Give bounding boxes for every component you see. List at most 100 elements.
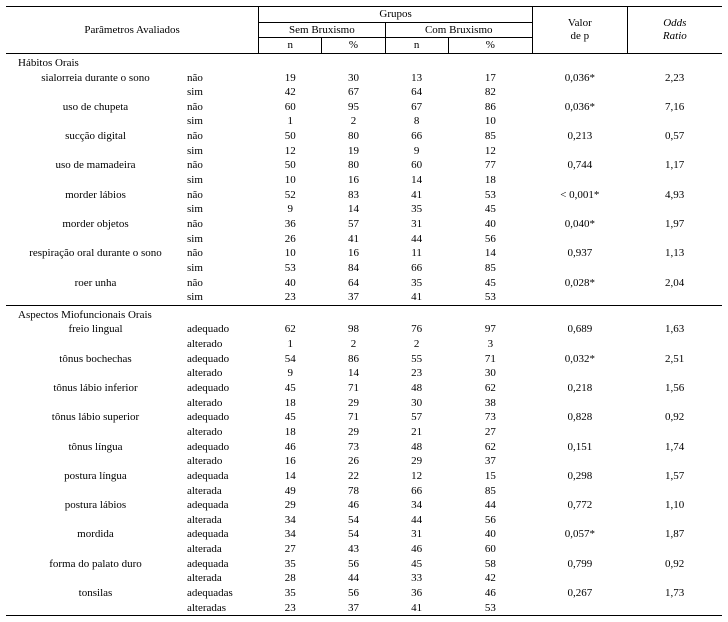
cell-p2: 85 xyxy=(448,261,532,276)
cell-p1: 71 xyxy=(322,381,385,396)
table-row: tônus línguaadequado467348620,1511,74 xyxy=(6,440,722,455)
cell-odds: 4,93 xyxy=(627,188,722,203)
cell-pvalue xyxy=(532,425,627,440)
cell-odds: 1,73 xyxy=(627,586,722,601)
cell-n2: 36 xyxy=(385,586,448,601)
cell-option: sim xyxy=(185,85,259,100)
cell-p2: 17 xyxy=(448,71,532,86)
cell-n1: 18 xyxy=(259,425,322,440)
cell-pvalue: 0,689 xyxy=(532,322,627,337)
cell-param xyxy=(6,290,185,305)
table-row: mordidaadequada345431400,057*1,87 xyxy=(6,527,722,542)
table-row: tonsilasadequadas355636460,2671,73 xyxy=(6,586,722,601)
cell-pvalue: 0,057* xyxy=(532,527,627,542)
cell-n2: 41 xyxy=(385,601,448,616)
cell-n1: 49 xyxy=(259,484,322,499)
table-row: alterado18292127 xyxy=(6,425,722,440)
cell-p2: 77 xyxy=(448,158,532,173)
cell-pvalue: 0,028* xyxy=(532,276,627,291)
cell-odds: 1,56 xyxy=(627,381,722,396)
cell-param xyxy=(6,571,185,586)
cell-p1: 2 xyxy=(322,114,385,129)
cell-p2: 82 xyxy=(448,85,532,100)
table-row: alterada28443342 xyxy=(6,571,722,586)
cell-p2: 30 xyxy=(448,366,532,381)
hdr-valor-p-l1: Valor xyxy=(568,17,592,29)
cell-option: sim xyxy=(185,114,259,129)
cell-param xyxy=(6,484,185,499)
hdr-n2: n xyxy=(385,38,448,54)
hdr-p2: % xyxy=(448,38,532,54)
hdr-valor-p: Valor de p xyxy=(532,7,627,54)
cell-param: sucção digital xyxy=(6,129,185,144)
cell-option: adequado xyxy=(185,322,259,337)
cell-odds: 1,87 xyxy=(627,527,722,542)
cell-n2: 21 xyxy=(385,425,448,440)
cell-p1: 78 xyxy=(322,484,385,499)
cell-odds: 0,57 xyxy=(627,129,722,144)
cell-p2: 53 xyxy=(448,188,532,203)
cell-n1: 50 xyxy=(259,158,322,173)
table-row: alterado16262937 xyxy=(6,454,722,469)
cell-pvalue: 0,036* xyxy=(532,71,627,86)
cell-p2: 45 xyxy=(448,276,532,291)
cell-option: sim xyxy=(185,144,259,159)
cell-pvalue xyxy=(532,366,627,381)
cell-odds: 1,74 xyxy=(627,440,722,455)
cell-p1: 80 xyxy=(322,158,385,173)
hdr-grupos: Grupos xyxy=(259,7,533,23)
cell-p1: 71 xyxy=(322,410,385,425)
table-row: alterada34544456 xyxy=(6,513,722,528)
cell-pvalue xyxy=(532,542,627,557)
cell-p2: 38 xyxy=(448,396,532,411)
cell-n2: 2 xyxy=(385,337,448,352)
cell-param xyxy=(6,454,185,469)
cell-n1: 10 xyxy=(259,246,322,261)
cell-p1: 80 xyxy=(322,129,385,144)
cell-odds: 0,92 xyxy=(627,410,722,425)
cell-option: adequada xyxy=(185,527,259,542)
cell-odds: 1,17 xyxy=(627,158,722,173)
cell-n2: 12 xyxy=(385,469,448,484)
cell-n1: 34 xyxy=(259,513,322,528)
table-row: roer unhanão406435450,028*2,04 xyxy=(6,276,722,291)
cell-n2: 64 xyxy=(385,85,448,100)
cell-n2: 48 xyxy=(385,440,448,455)
cell-option: alterado xyxy=(185,454,259,469)
cell-p2: 40 xyxy=(448,217,532,232)
cell-param xyxy=(6,173,185,188)
cell-option: não xyxy=(185,129,259,144)
cell-pvalue xyxy=(532,85,627,100)
cell-odds xyxy=(627,261,722,276)
cell-p1: 14 xyxy=(322,202,385,217)
cell-p1: 29 xyxy=(322,396,385,411)
cell-n1: 54 xyxy=(259,352,322,367)
cell-option: alterada xyxy=(185,484,259,499)
hdr-com: Com Bruxismo xyxy=(385,22,532,38)
cell-n2: 11 xyxy=(385,246,448,261)
cell-pvalue: 0,032* xyxy=(532,352,627,367)
cell-n2: 66 xyxy=(385,261,448,276)
cell-option: adequado xyxy=(185,352,259,367)
cell-p1: 64 xyxy=(322,276,385,291)
cell-param xyxy=(6,366,185,381)
table-row: sim9143545 xyxy=(6,202,722,217)
cell-param xyxy=(6,144,185,159)
cell-p2: 71 xyxy=(448,352,532,367)
cell-p2: 27 xyxy=(448,425,532,440)
cell-param xyxy=(6,513,185,528)
table-row: morder lábiosnão52834153< 0,001*4,93 xyxy=(6,188,722,203)
table-row: sucção digitalnão508066850,2130,57 xyxy=(6,129,722,144)
cell-param: respiração oral durante o sono xyxy=(6,246,185,261)
cell-p2: 45 xyxy=(448,202,532,217)
cell-option: adequadas xyxy=(185,586,259,601)
cell-pvalue xyxy=(532,173,627,188)
cell-param xyxy=(6,114,185,129)
cell-n2: 29 xyxy=(385,454,448,469)
cell-odds xyxy=(627,366,722,381)
cell-n1: 1 xyxy=(259,114,322,129)
cell-param: tônus lábio superior xyxy=(6,410,185,425)
cell-n1: 9 xyxy=(259,202,322,217)
cell-n1: 62 xyxy=(259,322,322,337)
cell-odds xyxy=(627,290,722,305)
